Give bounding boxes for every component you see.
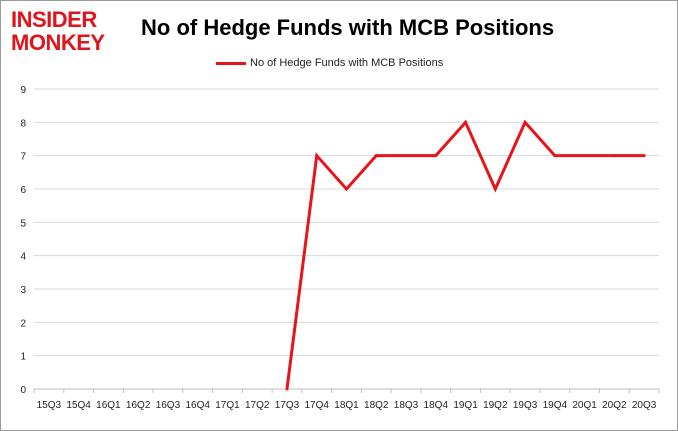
data-point-20Q3 <box>642 154 646 158</box>
y-tick-label-6: 6 <box>20 185 26 196</box>
data-point-20Q2 <box>612 154 616 158</box>
chart-title: No of Hedge Funds with MCB Positions <box>141 15 555 40</box>
logo-word-1: INSIDER <box>11 7 97 32</box>
data-point-20Q1 <box>583 154 587 158</box>
chart-legend: No of Hedge Funds with MCB Positions <box>216 54 443 72</box>
x-tick-label-17Q4: 17Q4 <box>305 400 330 411</box>
x-tick-label-18Q1: 18Q1 <box>334 400 359 411</box>
x-tick-label-18Q2: 18Q2 <box>364 400 389 411</box>
y-tick-label-9: 9 <box>20 85 26 96</box>
x-tick-label-17Q2: 17Q2 <box>245 400 270 411</box>
data-point-19Q4 <box>553 154 557 158</box>
legend-swatch <box>216 61 246 65</box>
x-tick-label-17Q3: 17Q3 <box>275 400 300 411</box>
x-tick-label-18Q4: 18Q4 <box>424 400 449 411</box>
data-point-19Q3 <box>523 120 527 124</box>
x-tick-label-19Q2: 19Q2 <box>483 400 508 411</box>
data-point-18Q1 <box>345 187 348 191</box>
x-tick-label-15Q3: 15Q3 <box>37 400 62 411</box>
x-tick-label-20Q1: 20Q1 <box>572 400 597 411</box>
x-tick-label-19Q3: 19Q3 <box>513 400 538 411</box>
data-point-18Q3 <box>404 154 408 158</box>
x-tick-label-16Q4: 16Q4 <box>185 400 210 411</box>
y-tick-label-4: 4 <box>20 252 26 263</box>
x-tick-label-19Q1: 19Q1 <box>453 400 478 411</box>
x-tick-label-16Q1: 16Q1 <box>96 400 121 411</box>
data-point-17Q4 <box>315 154 319 158</box>
x-tick-label-20Q2: 20Q2 <box>602 400 627 411</box>
data-point-18Q2 <box>374 154 378 158</box>
y-tick-label-1: 1 <box>20 352 26 363</box>
x-tick-label-16Q3: 16Q3 <box>156 400 181 411</box>
y-tick-label-8: 8 <box>20 118 26 129</box>
data-point-19Q1 <box>464 120 468 124</box>
y-tick-label-2: 2 <box>20 318 26 329</box>
x-tick-label-20Q3: 20Q3 <box>632 400 657 411</box>
legend-label: No of Hedge Funds with MCB Positions <box>250 57 444 69</box>
data-point-18Q4 <box>434 154 438 158</box>
y-tick-label-5: 5 <box>20 218 26 229</box>
y-tick-label-0: 0 <box>20 385 26 396</box>
x-tick-label-16Q2: 16Q2 <box>126 400 151 411</box>
x-tick-label-17Q1: 17Q1 <box>215 400 240 411</box>
x-tick-label-19Q4: 19Q4 <box>543 400 568 411</box>
x-tick-label-18Q3: 18Q3 <box>394 400 419 411</box>
insider-monkey-logo: INSIDER MONKEY <box>9 7 127 55</box>
x-tick-label-15Q4: 15Q4 <box>66 400 91 411</box>
data-point-19Q2 <box>493 187 497 191</box>
logo-word-2: MONKEY <box>11 30 105 55</box>
data-point-17Q3 <box>285 387 289 391</box>
y-tick-label-7: 7 <box>20 152 26 163</box>
y-tick-label-3: 3 <box>20 285 26 296</box>
